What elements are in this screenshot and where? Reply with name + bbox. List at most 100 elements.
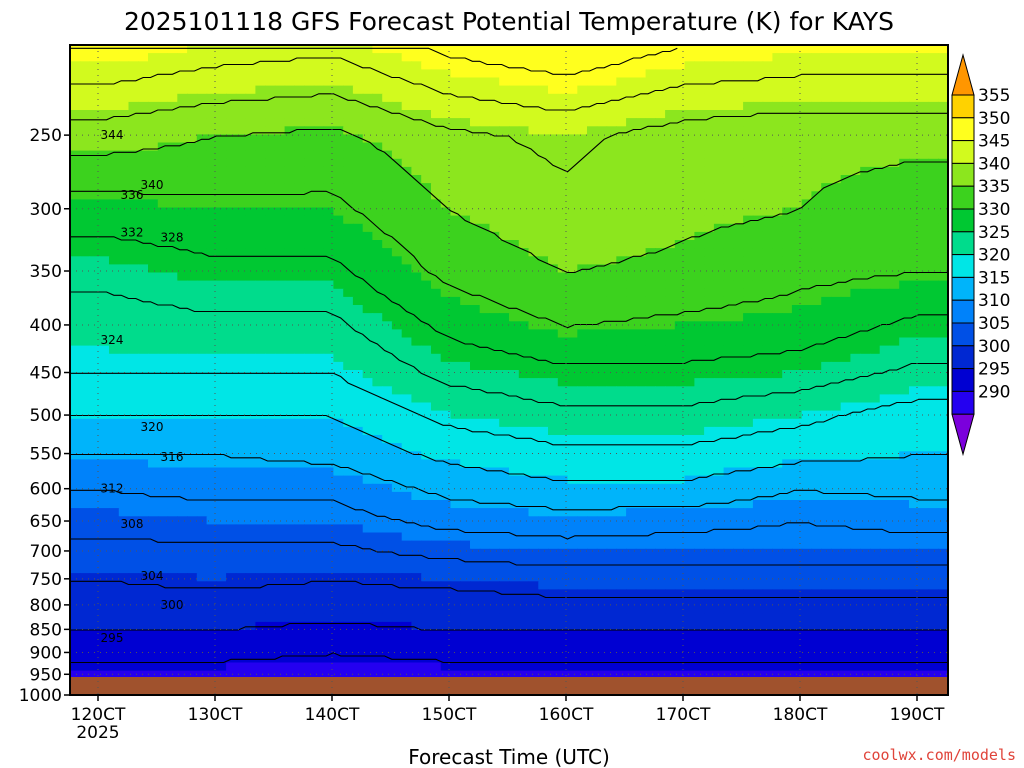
field-cell — [460, 418, 471, 428]
field-cell — [557, 313, 569, 322]
field-cell — [752, 191, 764, 200]
field-cell — [762, 110, 773, 119]
field-cell — [382, 199, 393, 209]
field-cell — [596, 264, 608, 274]
field-cell — [304, 93, 315, 103]
field-cell — [421, 329, 432, 339]
field-cell — [118, 264, 130, 274]
field-cell — [557, 248, 569, 257]
field-cell — [645, 402, 656, 412]
field-cell — [587, 183, 598, 192]
field-cell — [645, 329, 656, 339]
field-cell — [255, 418, 266, 428]
field-cell — [226, 134, 237, 144]
field-cell — [752, 175, 764, 184]
field-cell — [518, 483, 530, 493]
field-cell — [635, 483, 647, 493]
field-cell — [684, 394, 695, 404]
field-cell — [479, 402, 491, 412]
field-cell — [372, 150, 383, 160]
field-cell — [909, 272, 920, 282]
field-cell — [431, 215, 442, 225]
field-cell — [323, 475, 334, 485]
field-cell — [391, 313, 403, 322]
field-cell — [723, 183, 734, 192]
field-cell — [821, 191, 832, 200]
field-cell — [899, 256, 910, 265]
field-cell — [782, 361, 793, 371]
field-cell — [401, 183, 413, 192]
field-cell — [411, 207, 422, 217]
field-cell — [343, 223, 354, 233]
field-cell — [782, 183, 793, 192]
field-cell — [723, 240, 734, 249]
field-cell — [167, 101, 178, 111]
field-cell — [128, 361, 139, 371]
field-cell — [606, 231, 617, 241]
field-cell — [421, 418, 432, 428]
field-cell — [626, 345, 637, 355]
field-cell — [382, 426, 393, 436]
field-cell — [733, 386, 744, 395]
field-cell — [128, 93, 139, 103]
field-cell — [265, 207, 276, 217]
field-cell — [255, 296, 266, 306]
field-cell — [733, 61, 744, 70]
field-cell — [499, 191, 510, 200]
field-cell — [255, 223, 266, 233]
field-cell — [70, 207, 81, 217]
field-cell — [499, 483, 510, 493]
field-cell — [577, 378, 588, 387]
field-cell — [440, 410, 452, 420]
field-cell — [645, 166, 656, 176]
field-cell — [226, 313, 237, 322]
field-cell — [362, 467, 374, 477]
field-cell — [596, 313, 608, 322]
field-cell — [821, 467, 832, 477]
field-cell — [138, 199, 149, 209]
field-cell — [713, 69, 725, 79]
field-cell — [538, 402, 549, 412]
field-cell — [626, 158, 637, 168]
field-cell — [616, 142, 627, 152]
field-cell — [518, 69, 530, 79]
field-cell — [762, 166, 773, 176]
field-cell — [343, 77, 354, 87]
field-cell — [391, 150, 403, 160]
field-cell — [206, 142, 217, 152]
field-cell — [352, 110, 364, 119]
field-cell — [674, 199, 686, 209]
field-cell — [918, 410, 930, 420]
field-cell — [723, 288, 734, 298]
field-cell — [850, 337, 861, 347]
field-cell — [167, 150, 178, 160]
field-cell — [148, 110, 159, 119]
field-cell — [801, 280, 813, 290]
field-cell — [411, 459, 422, 469]
field-cell — [606, 126, 617, 135]
field-cell — [99, 361, 110, 371]
field-cell — [538, 321, 549, 330]
field-cell — [528, 475, 539, 485]
field-cell — [538, 475, 549, 485]
field-cell — [411, 126, 422, 135]
field-cell — [616, 231, 627, 241]
field-cell — [391, 231, 403, 241]
field-cell — [909, 85, 920, 95]
field-cell — [79, 77, 91, 87]
field-cell — [577, 166, 588, 176]
field-cell — [245, 305, 256, 314]
field-cell — [235, 435, 247, 444]
field-cell — [752, 199, 764, 209]
field-cell — [587, 85, 598, 95]
field-cell — [655, 183, 666, 192]
field-cell — [128, 223, 139, 233]
field-cell — [518, 223, 530, 233]
field-cell — [860, 410, 871, 420]
field-cell — [879, 215, 891, 225]
field-cell — [918, 435, 930, 444]
field-cell — [372, 158, 383, 168]
field-cell — [918, 199, 930, 209]
field-cell — [187, 199, 198, 209]
field-cell — [226, 435, 237, 444]
